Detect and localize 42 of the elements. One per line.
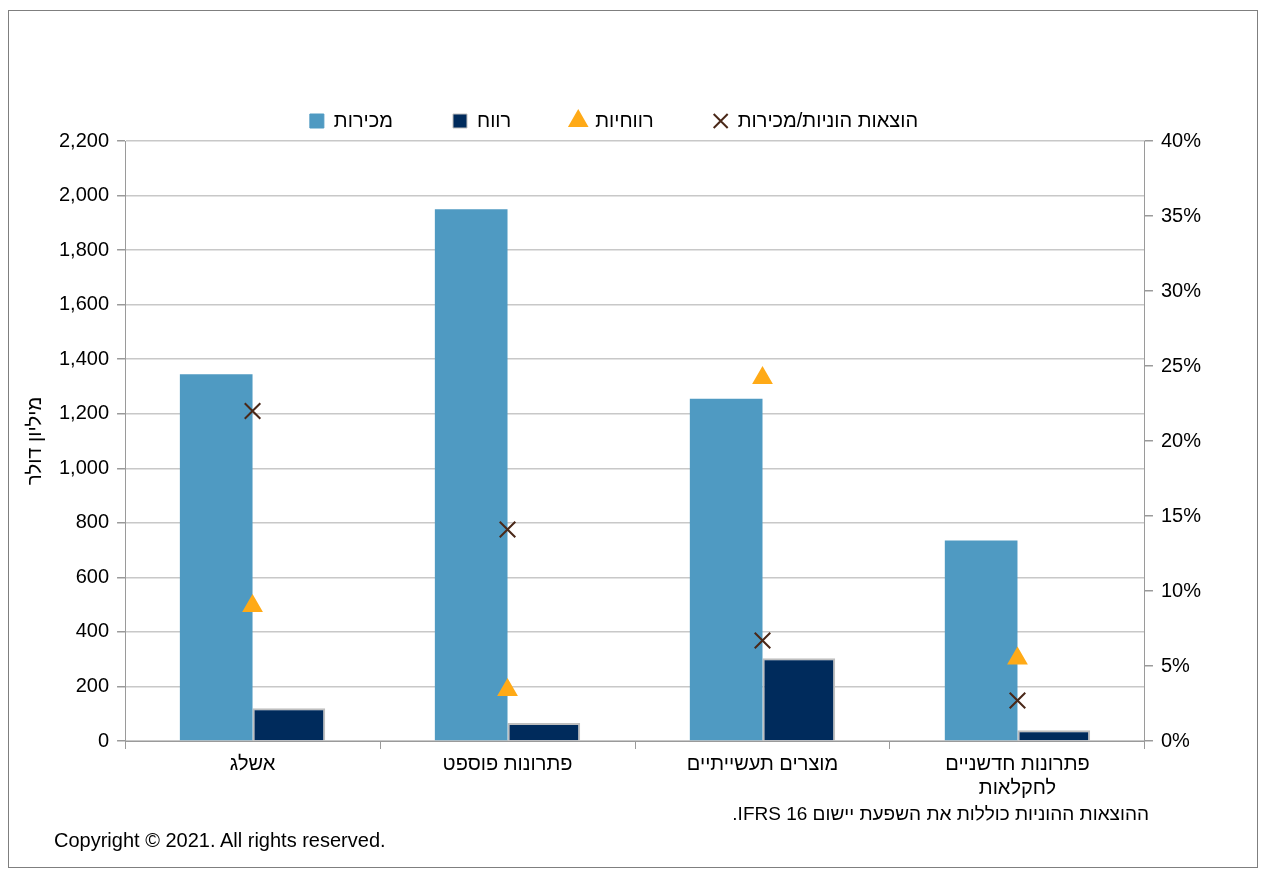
legend-label: הוצאות הוניות/מכירות xyxy=(737,108,919,131)
y2-tick-label: 15% xyxy=(1160,503,1202,526)
y2-tick-label: 30% xyxy=(1160,278,1202,301)
y-tick-label: 600 xyxy=(75,564,110,587)
x-tick-label: פתרונות חדשניים לחקלאות xyxy=(945,751,1090,798)
point xyxy=(243,402,262,420)
y2-tick-label: 10% xyxy=(1160,578,1202,601)
text: Copyright © 2021. All rights reserved. xyxy=(54,829,386,852)
point xyxy=(753,631,772,650)
y2-tick-label: 40% xyxy=(1160,128,1202,151)
y2-tick-label: 25% xyxy=(1160,353,1202,376)
y2-tick-label: 35% xyxy=(1160,203,1202,226)
bar xyxy=(944,540,1018,741)
bar xyxy=(179,374,253,741)
y-tick-label: 800 xyxy=(75,510,110,533)
y-axis-title: מיליון דולר xyxy=(22,396,45,486)
bar xyxy=(434,209,508,741)
y2-tick-label: 20% xyxy=(1160,428,1202,451)
text: ההוצאות ההוניות כוללות את השפעת יישום IFRS 16. xyxy=(731,803,1149,825)
x-tick-label: פתרונות פוספט xyxy=(442,751,573,774)
y-tick-label: 2,000 xyxy=(58,183,110,206)
point xyxy=(242,595,263,612)
legend-label: מכירות xyxy=(333,108,394,131)
y-tick-label: 1,000 xyxy=(58,455,110,478)
y-tick-label: 200 xyxy=(75,673,110,696)
y-tick-label: 0 xyxy=(97,728,110,751)
point xyxy=(1007,647,1028,665)
x-tick-label: אשלג xyxy=(229,751,276,774)
legend-label: רווחיות xyxy=(595,108,654,131)
point xyxy=(497,679,518,696)
bar xyxy=(689,398,763,741)
y2-tick-label: 5% xyxy=(1160,653,1191,676)
legend-label: רווח xyxy=(477,108,512,131)
y-tick-label: 1,800 xyxy=(58,237,110,260)
y2-tick-label: 0% xyxy=(1160,728,1191,751)
y-tick-label: 1,600 xyxy=(58,292,110,315)
y-tick-label: 1,400 xyxy=(58,346,110,369)
x-tick-label: מוצרים תעשייתיים xyxy=(686,751,839,774)
point xyxy=(498,520,517,539)
y-tick-label: 400 xyxy=(75,619,110,642)
y-tick-label: 2,200 xyxy=(58,128,110,151)
y-tick-label: 1,200 xyxy=(58,401,110,424)
